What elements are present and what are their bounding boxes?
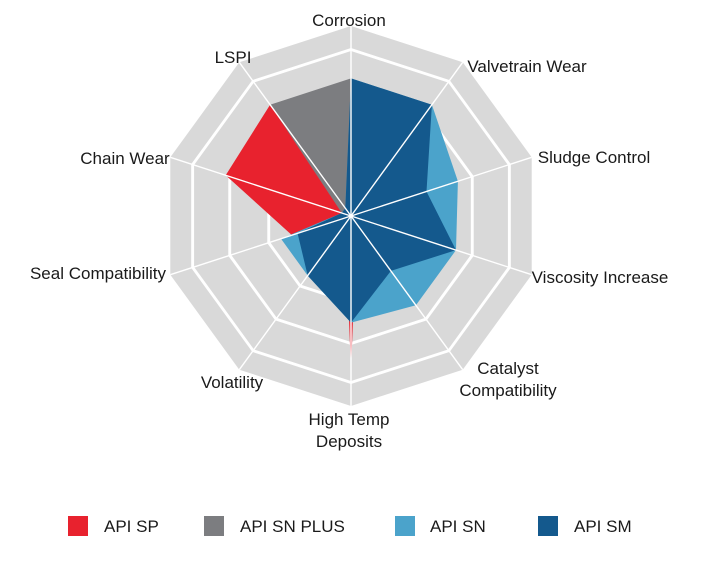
legend-label-2: API SN (430, 517, 486, 536)
axis-label-line: Deposits (316, 432, 382, 451)
legend: API SP API SN PLUS API SN API SM (68, 516, 632, 536)
axis-label-5: High Temp Deposits (309, 410, 390, 451)
axis-label-line: LSPI (215, 48, 252, 67)
axis-label-3: Viscosity Increase (532, 268, 669, 287)
legend-swatch-3 (538, 516, 558, 536)
spoke-3 (350, 215, 532, 276)
axis-label-line: Volatility (201, 373, 264, 392)
axis-label-4: Catalyst Compatibility (459, 359, 557, 400)
series-area-3 (297, 78, 456, 323)
spoke-4 (350, 215, 464, 371)
axis-label-line: Chain Wear (80, 149, 170, 168)
legend-swatch-2 (395, 516, 415, 536)
axis-label-line: Sludge Control (538, 148, 650, 167)
spoke-2 (350, 156, 532, 217)
axis-label-line: Corrosion (312, 11, 386, 30)
spoke-8 (170, 156, 352, 217)
axis-labels: Corrosion Valvetrain Wear Sludge Control Vi… (30, 11, 668, 451)
series-area-0 (225, 104, 361, 371)
axis-label-7: Seal Compatibility (30, 264, 167, 283)
legend-swatch-1 (204, 516, 224, 536)
axis-label-line: Seal Compatibility (30, 264, 167, 283)
axis-label-1: Valvetrain Wear (467, 57, 587, 76)
axis-label-8: Chain Wear (80, 149, 170, 168)
legend-label-3: API SM (574, 517, 632, 536)
spoke-7 (170, 215, 352, 276)
axis-label-line: Viscosity Increase (532, 268, 669, 287)
axis-label-line: Catalyst (477, 359, 539, 378)
axis-label-6: Volatility (201, 373, 264, 392)
axis-label-line: Valvetrain Wear (467, 57, 587, 76)
legend-swatch-0 (68, 516, 88, 536)
spoke-9 (238, 61, 352, 217)
spoke-6 (238, 215, 352, 371)
series-area-1 (270, 78, 361, 226)
legend-label-0: API SP (104, 517, 159, 536)
axis-label-0: Corrosion (312, 11, 386, 30)
radar-series (225, 78, 458, 371)
axis-label-line: Compatibility (459, 381, 557, 400)
radar-spokes (170, 26, 532, 406)
axis-label-line: High Temp (309, 410, 390, 429)
axis-label-9: LSPI (215, 48, 252, 67)
legend-label-1: API SN PLUS (240, 517, 345, 536)
spoke-1 (350, 61, 464, 217)
axis-label-2: Sludge Control (538, 148, 650, 167)
